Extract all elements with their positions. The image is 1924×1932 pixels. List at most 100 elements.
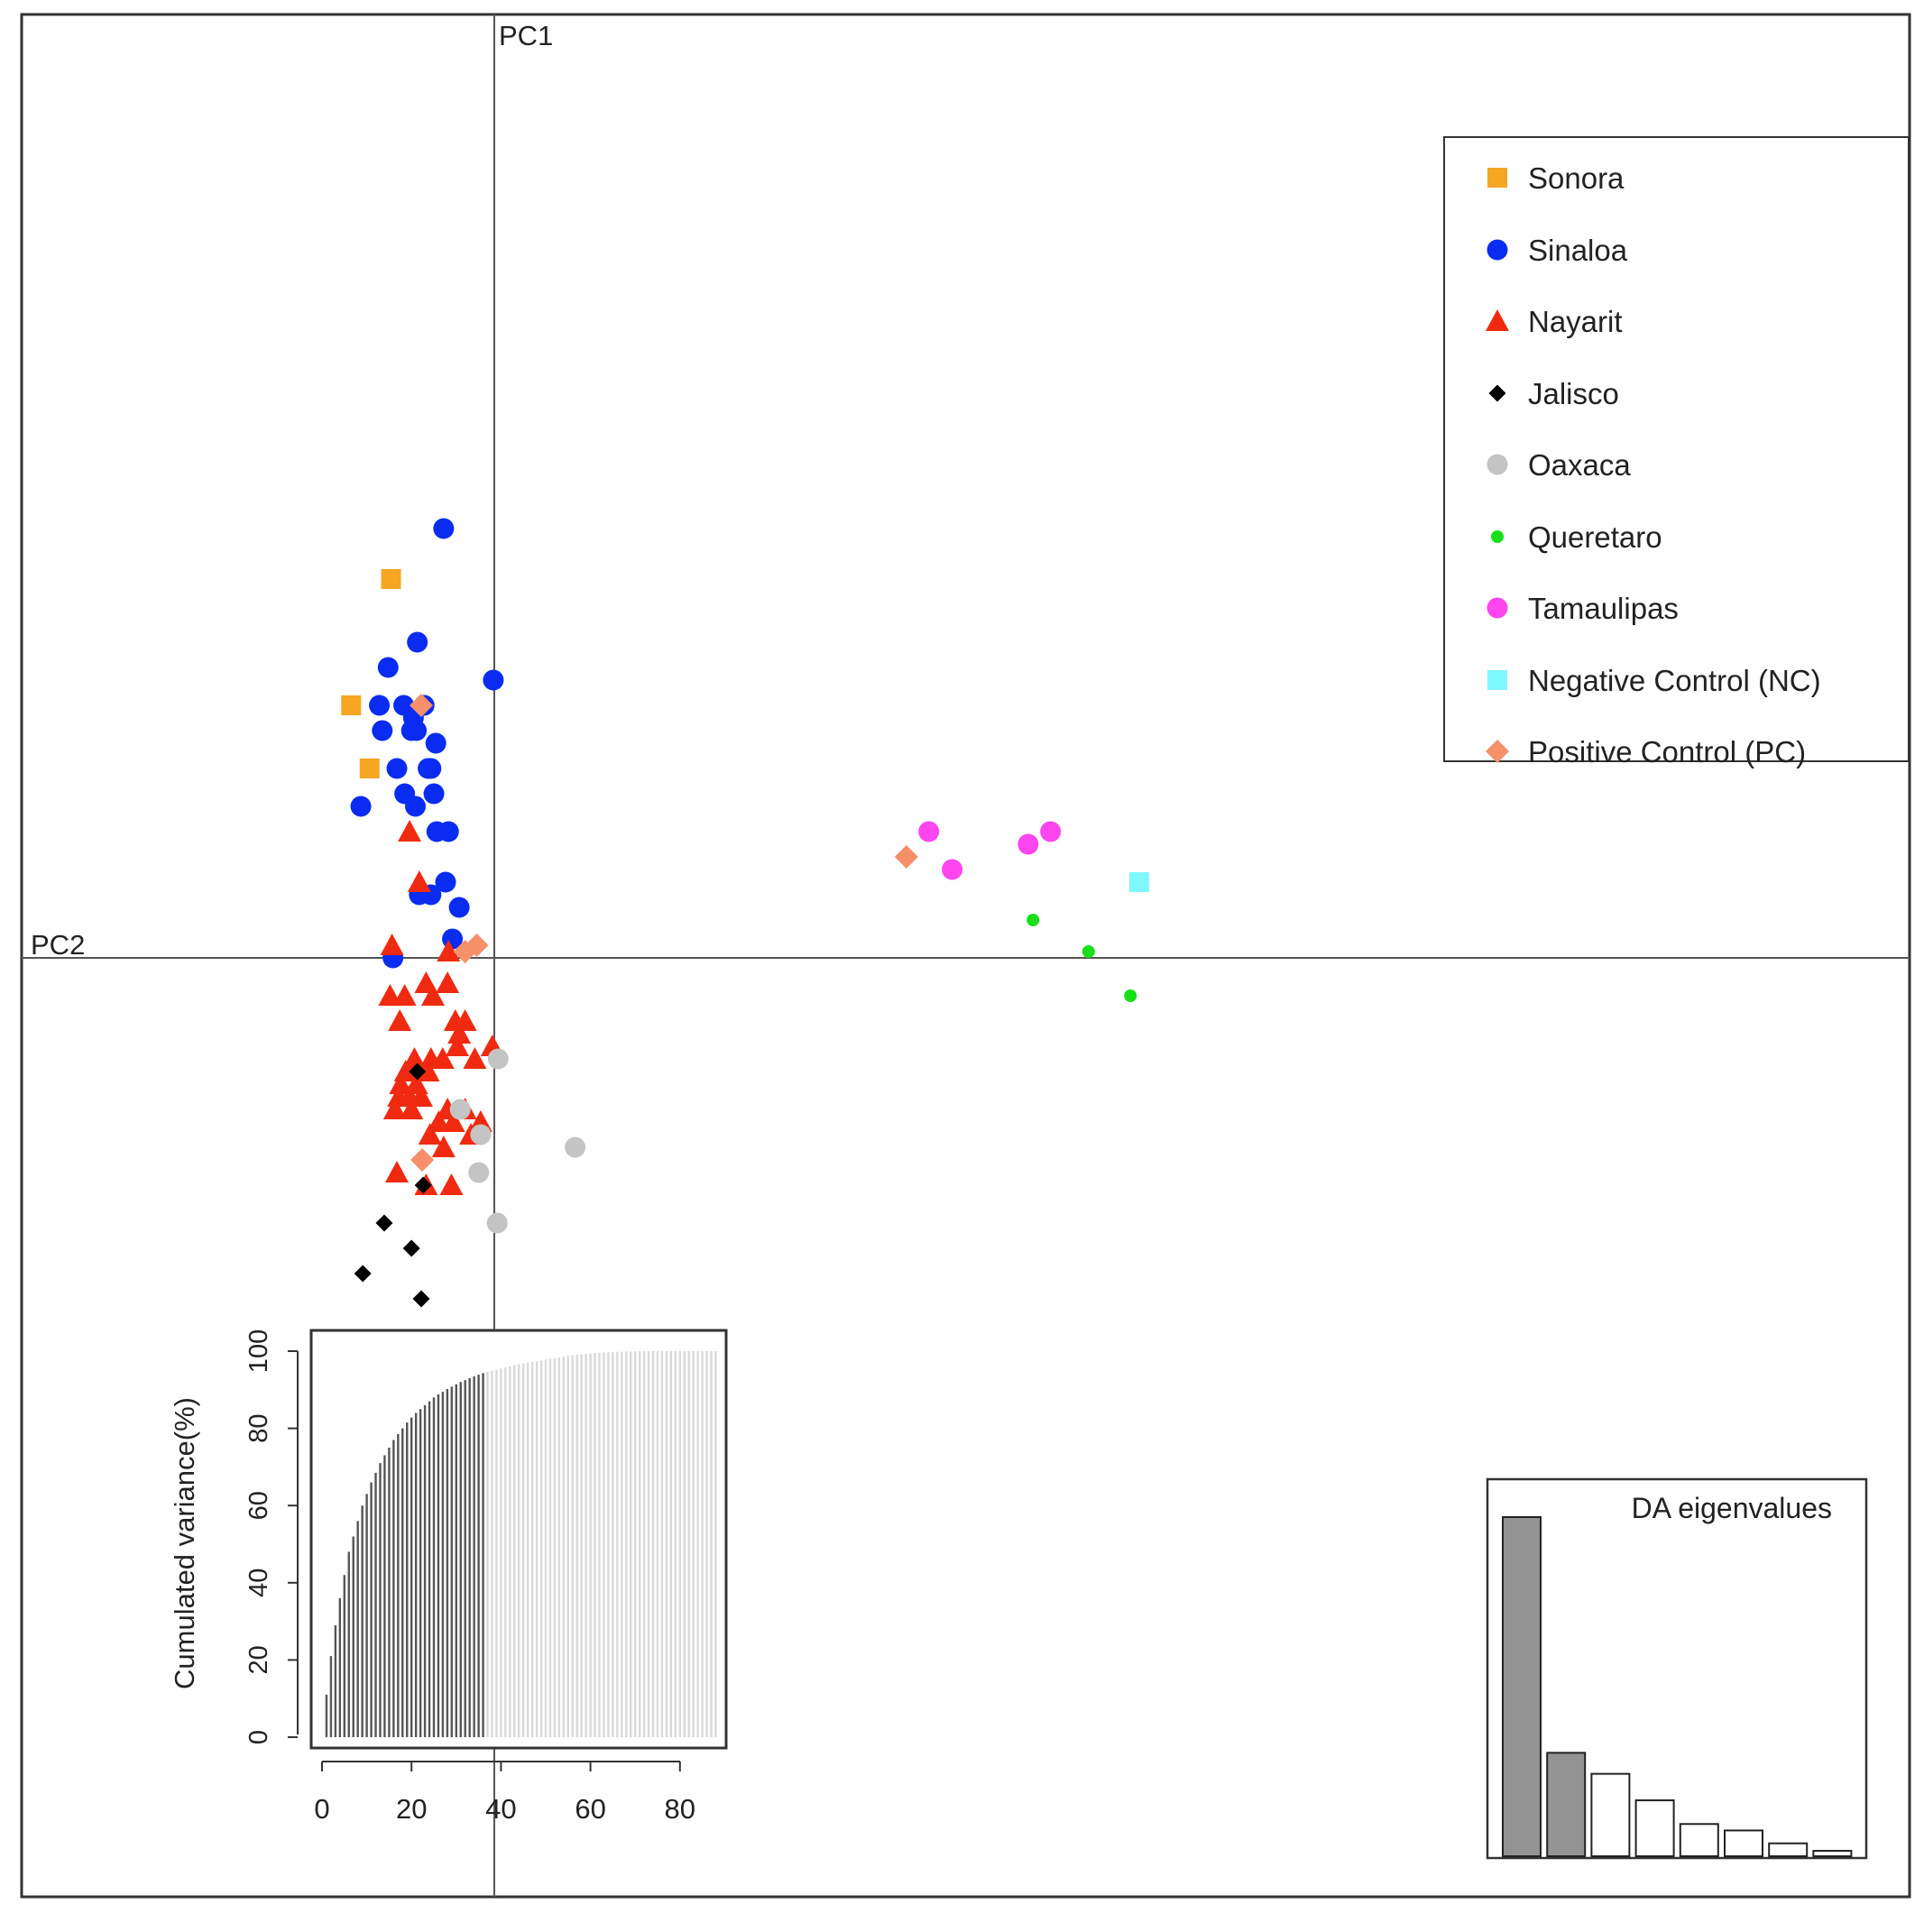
legend-label: Tamaulipas (1528, 592, 1679, 625)
series-tamaulipas (918, 821, 1062, 880)
point-oaxaca (487, 1048, 509, 1070)
point-sinaloa (406, 720, 428, 741)
point-nayarit (392, 984, 417, 1007)
legend-marker-nayarit (1486, 309, 1509, 332)
legend-item-queretaro: Queretaro (1445, 510, 1908, 564)
variance-y-label: Cumulated variance(%) (169, 1397, 200, 1689)
variance-xticks: 0 20 40 60 80 (314, 1762, 695, 1825)
point-positive-control-pc (894, 845, 918, 869)
point-nayarit (437, 940, 461, 962)
point-sinaloa (372, 720, 393, 741)
legend: Sonora Sinaloa Nayarit Jalisco Oaxaca Quereta… (1443, 136, 1910, 768)
pc2-label: PC2 (31, 929, 85, 961)
eigen-bars (1502, 1516, 1853, 1858)
legend-marker-positive-control-pc (1486, 740, 1509, 763)
point-sonora (359, 759, 380, 778)
legend-item-positive-control-pc: Positive Control (PC) (1445, 724, 1908, 778)
point-sinaloa (423, 783, 445, 805)
series-queretaro (1026, 914, 1137, 1002)
legend-marker-negative-control-nc (1487, 669, 1507, 690)
point-nayarit (447, 1022, 472, 1044)
point-tamaulipas (942, 859, 963, 880)
point-nayarit (436, 971, 460, 994)
eigen-bar (1546, 1752, 1587, 1857)
legend-item-jalisco: Jalisco (1445, 366, 1908, 420)
point-sinaloa (405, 796, 427, 817)
legend-item-negative-control-nc: Negative Control (NC) (1445, 653, 1908, 707)
point-sinaloa (437, 821, 459, 842)
legend-label: Sonora (1528, 161, 1625, 195)
point-nayarit (385, 1161, 409, 1183)
variance-ytick-label: 80 (244, 1413, 273, 1442)
legend-marker (1487, 454, 1508, 475)
eigen-bar (1634, 1799, 1675, 1857)
point-nayarit (398, 820, 422, 842)
legend-marker-jalisco (1488, 384, 1506, 401)
point-jalisco (402, 1239, 420, 1257)
eigen-bar (1502, 1516, 1542, 1857)
legend-marker (1487, 239, 1508, 260)
point-tamaulipas (1040, 821, 1062, 842)
series-oaxaca (449, 1048, 586, 1234)
point-nayarit (388, 1009, 412, 1032)
point-jalisco (414, 1176, 432, 1194)
point-sinaloa (448, 897, 470, 918)
eigen-bar (1724, 1829, 1763, 1857)
legend-marker-sinaloa (1487, 239, 1508, 260)
cumulated-variance-inset: 0 20 40 60 80 100 0 20 40 60 80 Cumulated varianc… (169, 1329, 728, 1825)
point-jalisco (412, 1290, 430, 1308)
legend-marker (1487, 597, 1508, 619)
point-queretaro (1026, 914, 1040, 926)
point-jalisco (354, 1265, 372, 1283)
series-sonora (341, 569, 401, 778)
point-nayarit (463, 1047, 487, 1070)
legend-marker-tamaulipas (1487, 597, 1508, 619)
variance-ytick-label: 60 (244, 1491, 273, 1520)
point-sinaloa (377, 657, 399, 678)
point-nayarit (441, 1110, 465, 1133)
point-sinaloa (435, 871, 456, 893)
point-nayarit (445, 1035, 469, 1057)
variance-ytick-label: 0 (244, 1730, 273, 1744)
legend-label: Queretaro (1528, 520, 1662, 554)
da-eigenvalues-inset: DA eigenvalues (1486, 1477, 1868, 1860)
series-nayarit (378, 820, 504, 1196)
legend-marker-oaxaca (1487, 454, 1508, 475)
eigen-title: DA eigenvalues (1632, 1492, 1832, 1524)
legend-marker (1486, 309, 1509, 332)
point-jalisco (375, 1214, 393, 1232)
variance-xtick-label: 60 (575, 1793, 605, 1825)
point-sonora (341, 695, 362, 715)
point-sonora (381, 569, 401, 589)
point-nayarit (382, 1098, 407, 1120)
legend-marker (1491, 529, 1504, 543)
variance-bars (325, 1351, 717, 1737)
variance-xtick-label: 20 (396, 1793, 427, 1825)
variance-ytick-label: 40 (244, 1569, 273, 1597)
point-oaxaca (486, 1212, 508, 1234)
point-sinaloa (369, 695, 391, 716)
variance-ytick-label: 20 (244, 1645, 273, 1674)
variance-ytick-label: 100 (244, 1329, 273, 1373)
variance-inset-frame (309, 1329, 728, 1750)
series-positive-control-pc (410, 694, 918, 1172)
point-nayarit (420, 984, 445, 1007)
legend-label: Negative Control (NC) (1528, 663, 1821, 697)
point-tamaulipas (918, 821, 940, 842)
legend-marker (1487, 168, 1507, 188)
point-queretaro (1124, 989, 1137, 1002)
legend-item-nayarit: Nayarit (1445, 294, 1908, 348)
legend-marker (1488, 384, 1506, 401)
point-nayarit (431, 1136, 456, 1158)
point-positive-control-pc (410, 1148, 435, 1172)
point-nayarit (402, 1047, 427, 1070)
point-positive-control-pc (410, 694, 433, 717)
point-oaxaca (470, 1124, 492, 1145)
scatter-layer (341, 518, 1149, 1308)
eigen-bar (1679, 1823, 1719, 1858)
point-sinaloa (425, 732, 446, 754)
legend-label: Nayarit (1528, 305, 1623, 338)
point-nayarit (380, 934, 404, 956)
eigen-bar (1768, 1842, 1809, 1858)
legend-item-oaxaca: Oaxaca (1445, 437, 1908, 492)
